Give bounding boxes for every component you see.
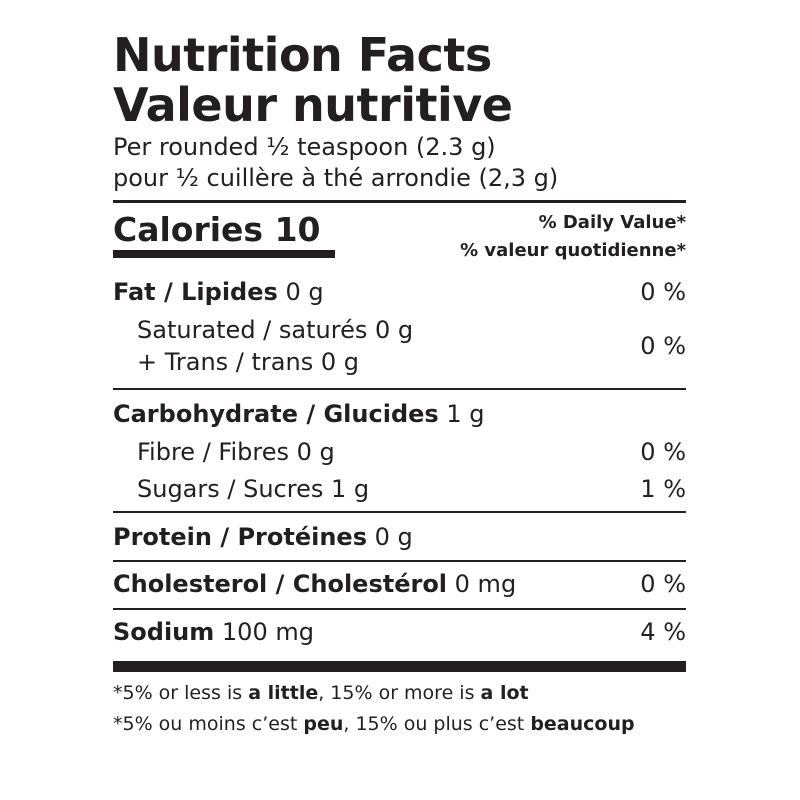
saturated-text: Saturated / saturés 0 g: [137, 316, 414, 344]
footnote-fr-text-2: , 15% ou plus c’est: [343, 713, 531, 735]
sugars-row: Sugars / Sucres 1 g 1 %: [113, 473, 686, 505]
fat-percent: 0 %: [640, 278, 686, 306]
calories-underline: [113, 250, 335, 258]
carbohydrate-amount: 1 g: [438, 400, 485, 428]
footnote-fr-bold-beaucoup: beaucoup: [530, 713, 635, 735]
saturated-trans-row: Saturated / saturés 0 g + Trans / trans …: [113, 314, 686, 378]
sodium-label: Sodium: [113, 618, 215, 646]
fibre-row: Fibre / Fibres 0 g 0 %: [113, 436, 686, 468]
title-english: Nutrition Facts: [113, 28, 492, 82]
daily-value-english: % Daily Value*: [538, 212, 686, 233]
footnote-fr-bold-peu: peu: [303, 713, 344, 735]
sodium-percent: 4 %: [640, 618, 686, 646]
divider: [113, 511, 686, 513]
bottom-thick-rule: [113, 661, 686, 672]
protein-row: Protein / Protéines 0 g: [113, 521, 686, 553]
divider: [113, 200, 686, 203]
divider: [113, 388, 686, 390]
footnote-en-bold-little: a little: [248, 682, 319, 704]
footnote-en-bold-lot: a lot: [480, 682, 529, 704]
calories-block: Calories 10 % Daily Value* % valeur quot…: [113, 203, 686, 273]
footnote-en-text: *5% or less is: [113, 682, 249, 704]
cholesterol-row: Cholesterol / Cholestérol 0 mg 0 %: [113, 568, 686, 600]
serving-size-french: pour ½ cuillère à thé arrondie (2,3 g): [113, 164, 559, 192]
fibre-percent: 0 %: [640, 438, 686, 466]
daily-value-french: % valeur quotidienne*: [460, 240, 686, 261]
protein-label: Protein / Protéines: [113, 523, 367, 551]
carbohydrate-row: Carbohydrate / Glucides 1 g: [113, 398, 686, 430]
fat-row: Fat / Lipides 0 g 0 %: [113, 276, 686, 308]
fat-amount: 0 g: [277, 278, 324, 306]
divider: [113, 560, 686, 562]
calories-value: Calories 10: [113, 210, 321, 249]
serving-size-english: Per rounded ½ teaspoon (2.3 g): [113, 133, 496, 161]
footnote-en-text-2: , 15% or more is: [318, 682, 481, 704]
footnote-french: *5% ou moins c’est peu, 15% ou plus c’es…: [113, 709, 686, 740]
sugars-text: Sugars / Sucres 1 g: [137, 475, 370, 503]
daily-value-header: % Daily Value* % valeur quotidienne*: [460, 209, 686, 265]
cholesterol-amount: 0 mg: [447, 570, 517, 598]
cholesterol-label: Cholesterol / Cholestérol: [113, 570, 448, 598]
title-french: Valeur nutritive: [113, 78, 513, 132]
footnote-english: *5% or less is a little, 15% or more is …: [113, 678, 686, 709]
fibre-text: Fibre / Fibres 0 g: [137, 438, 335, 466]
sodium-amount: 100 mg: [214, 618, 314, 646]
saturated-trans-percent: 0 %: [640, 332, 686, 360]
divider: [113, 608, 686, 610]
sugars-percent: 1 %: [640, 475, 686, 503]
trans-text: + Trans / trans 0 g: [137, 348, 359, 376]
nutrition-facts-label: Nutrition Facts Valeur nutritive Per rou…: [113, 30, 686, 740]
carbohydrate-label: Carbohydrate / Glucides: [113, 400, 439, 428]
sodium-row: Sodium 100 mg 4 %: [113, 616, 686, 648]
protein-amount: 0 g: [367, 523, 413, 551]
fat-label: Fat / Lipides: [113, 278, 278, 306]
footnote-fr-text: *5% ou moins c’est: [113, 713, 304, 735]
cholesterol-percent: 0 %: [640, 570, 686, 598]
